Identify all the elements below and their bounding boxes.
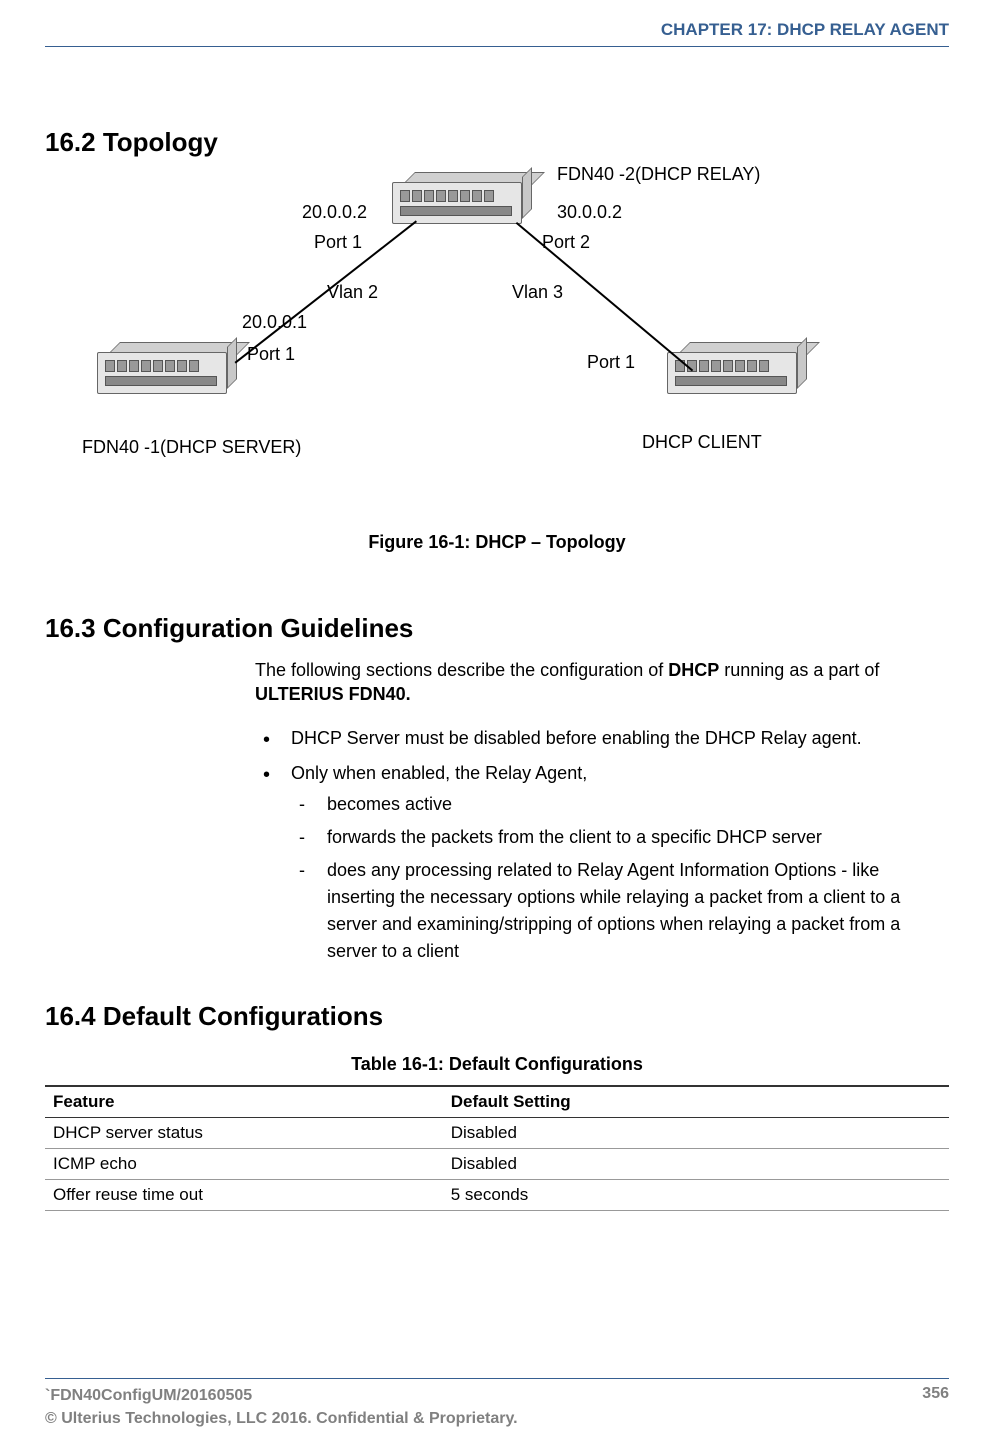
sub-bullet-text: becomes active <box>327 794 452 814</box>
footer-page-number: 356 <box>922 1385 949 1430</box>
intro-bold1: DHCP <box>668 660 719 680</box>
label-relay-name: FDN40 -2(DHCP RELAY) <box>557 164 760 185</box>
footer-copyright: © Ulterius Technologies, LLC 2016. Confi… <box>45 1408 518 1430</box>
cell-feature: Offer reuse time out <box>45 1179 443 1210</box>
sub-bullet-item: does any processing related to Relay Age… <box>291 857 949 965</box>
label-client-name: DHCP CLIENT <box>642 432 762 453</box>
label-ip-relay-left: 20.0.0.2 <box>302 202 367 223</box>
table-header-row: Feature Default Setting <box>45 1086 949 1118</box>
table-row: DHCP server status Disabled <box>45 1117 949 1148</box>
label-port1-server: Port 1 <box>247 344 295 365</box>
section-heading-topology: 16.2 Topology <box>45 127 949 158</box>
chapter-title: CHAPTER 17: DHCP RELAY AGENT <box>661 20 949 39</box>
default-config-table: Feature Default Setting DHCP server stat… <box>45 1085 949 1211</box>
bullet-text: DHCP Server must be disabled before enab… <box>291 728 862 748</box>
table-row: Offer reuse time out 5 seconds <box>45 1179 949 1210</box>
bullet-item: Only when enabled, the Relay Agent, beco… <box>255 760 949 965</box>
label-port1-client: Port 1 <box>587 352 635 373</box>
sub-bullet-text: forwards the packets from the client to … <box>327 827 822 847</box>
table-row: ICMP echo Disabled <box>45 1148 949 1179</box>
intro-bold2: ULTERIUS FDN40. <box>255 684 411 704</box>
intro-pre: The following sections describe the conf… <box>255 660 668 680</box>
cell-feature: ICMP echo <box>45 1148 443 1179</box>
label-vlan3: Vlan 3 <box>512 282 563 303</box>
bullet-text: Only when enabled, the Relay Agent, <box>291 763 587 783</box>
guidelines-intro: The following sections describe the conf… <box>255 658 949 707</box>
label-server-name: FDN40 -1(DHCP SERVER) <box>82 437 301 458</box>
switch-server <box>97 342 237 394</box>
page-footer: `FDN40ConfigUM/20160505 © Ulterius Techn… <box>45 1378 949 1430</box>
table-caption: Table 16-1: Default Configurations <box>45 1054 949 1075</box>
label-port2-relay: Port 2 <box>542 232 590 253</box>
guidelines-bullets: DHCP Server must be disabled before enab… <box>255 725 949 973</box>
switch-relay <box>392 172 532 224</box>
cell-feature: DHCP server status <box>45 1117 443 1148</box>
cell-value: Disabled <box>443 1148 949 1179</box>
sub-bullet-item: forwards the packets from the client to … <box>291 824 949 851</box>
intro-mid: running as a part of <box>719 660 879 680</box>
col-default: Default Setting <box>443 1086 949 1118</box>
label-ip-relay-right: 30.0.0.2 <box>557 202 622 223</box>
cell-value: 5 seconds <box>443 1179 949 1210</box>
topology-diagram: FDN40 -2(DHCP RELAY) 20.0.0.2 30.0.0.2 P… <box>87 172 907 482</box>
footer-left: `FDN40ConfigUM/20160505 © Ulterius Techn… <box>45 1385 518 1430</box>
cell-value: Disabled <box>443 1117 949 1148</box>
page-header: CHAPTER 17: DHCP RELAY AGENT <box>45 20 949 47</box>
document-page: CHAPTER 17: DHCP RELAY AGENT 16.2 Topolo… <box>0 0 994 1450</box>
section-heading-defaults: 16.4 Default Configurations <box>45 1001 949 1032</box>
footer-doc-id: `FDN40ConfigUM/20160505 <box>45 1385 518 1407</box>
section-heading-guidelines: 16.3 Configuration Guidelines <box>45 613 949 644</box>
sub-bullet-item: becomes active <box>291 791 949 818</box>
sub-bullet-text: does any processing related to Relay Age… <box>327 860 900 961</box>
spacer <box>45 1211 949 1359</box>
bullet-item: DHCP Server must be disabled before enab… <box>255 725 949 752</box>
label-ip-server: 20.0.0.1 <box>242 312 307 333</box>
label-vlan2: Vlan 2 <box>327 282 378 303</box>
sub-bullets: becomes active forwards the packets from… <box>291 791 949 965</box>
figure-caption: Figure 16-1: DHCP – Topology <box>45 532 949 553</box>
col-feature: Feature <box>45 1086 443 1118</box>
label-port1-relay: Port 1 <box>314 232 362 253</box>
